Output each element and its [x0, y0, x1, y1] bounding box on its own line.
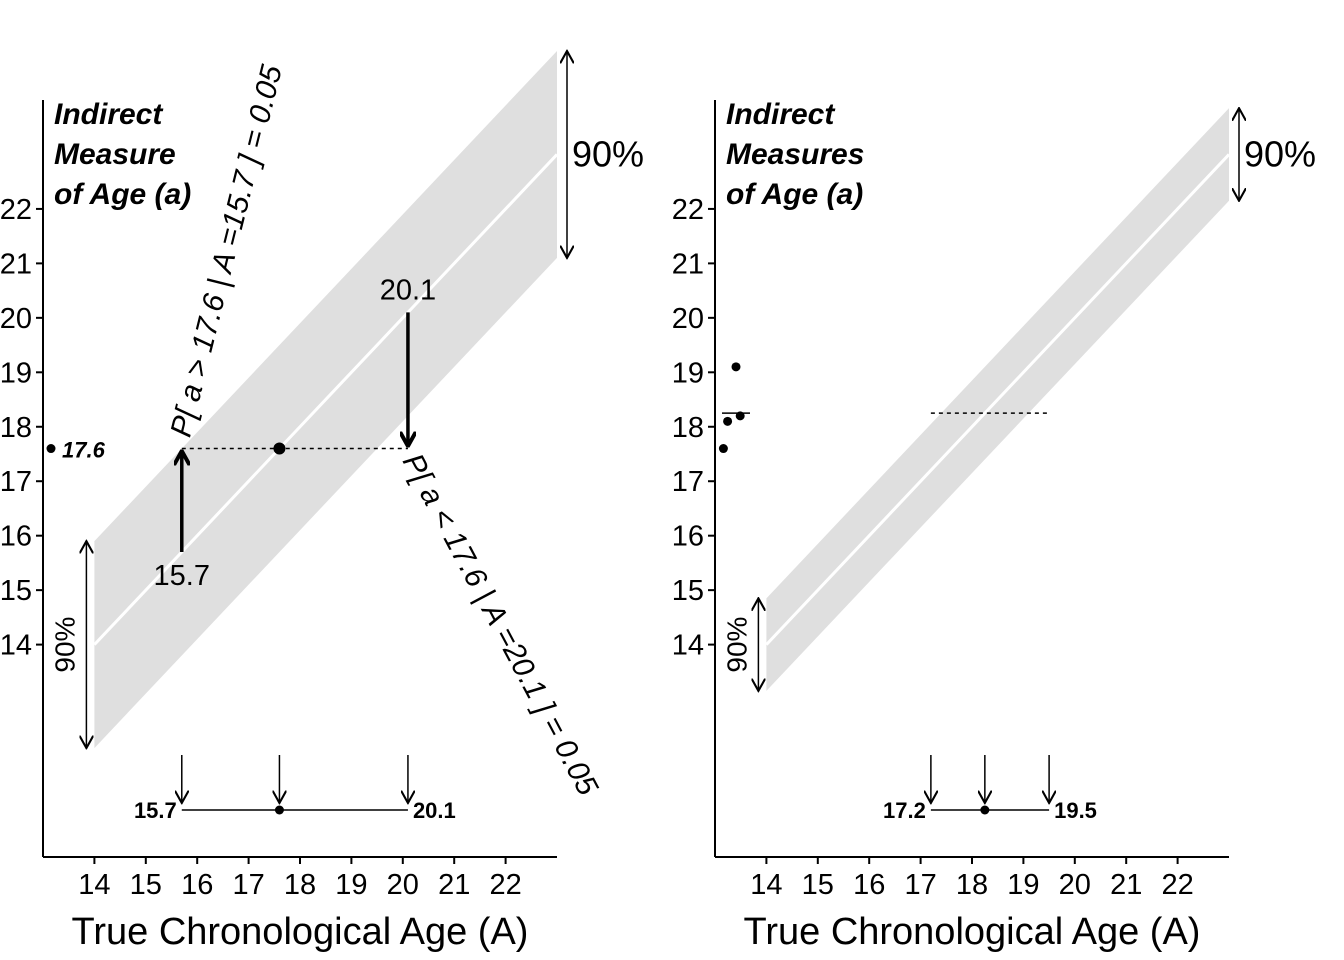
x-tick-label: 20 — [1059, 869, 1091, 901]
y-tick-label: 16 — [672, 521, 704, 553]
y-tick-label: 21 — [672, 248, 704, 280]
x-tick-label: 22 — [1161, 869, 1193, 901]
y-tick-label: 21 — [0, 248, 32, 280]
point-estimate-marker — [273, 442, 286, 455]
y-tick-label: 20 — [672, 303, 704, 335]
y-tick-label: 16 — [0, 521, 32, 553]
panel-right: 14 15 16 17 18 19 20 21 22 14 15 16 17 18 19 20 21 22 In… — [672, 98, 1316, 953]
upper-bound-label: 20.1 — [380, 274, 436, 306]
interval-high-label: 19.5 — [1054, 798, 1097, 823]
y-tick-label: 18 — [0, 412, 32, 444]
y-ticks: 14 15 16 17 18 19 20 21 22 — [0, 194, 43, 662]
fit-line — [93, 153, 559, 646]
x-tick-label: 21 — [438, 869, 470, 901]
observed-measure-point — [46, 444, 56, 454]
interval-high-label: 20.1 — [413, 798, 456, 823]
y-ticks: 14 15 16 17 18 19 20 21 22 — [672, 194, 715, 662]
band-width-label-right: 90% — [572, 133, 644, 174]
x-tick-label: 15 — [802, 869, 834, 901]
y-tick-label: 17 — [0, 466, 32, 498]
observed-measure-point — [731, 362, 741, 372]
y-axis-title-line-3: of Age (a) — [54, 178, 191, 211]
x-tick-label: 18 — [956, 869, 988, 901]
y-axis-title-line-2: Measure — [54, 138, 176, 171]
y-axis-title-line-3: of Age (a) — [726, 178, 863, 211]
panel-left: 14 15 16 17 18 19 20 21 22 14 15 16 17 18 19 20 21 22 In… — [0, 51, 644, 953]
x-ticks: 14 15 16 17 18 19 20 21 22 — [78, 857, 522, 901]
x-tick-label: 14 — [78, 869, 110, 901]
x-tick-label: 15 — [130, 869, 162, 901]
band-width-label-left: 90% — [721, 617, 752, 673]
y-tick-label: 19 — [672, 357, 704, 389]
x-tick-label: 22 — [489, 869, 521, 901]
x-axis-title: True Chronological Age (A) — [72, 911, 529, 953]
y-tick-label: 14 — [0, 630, 32, 662]
y-tick-label: 18 — [672, 412, 704, 444]
y-tick-label: 14 — [672, 630, 704, 662]
x-tick-label: 16 — [853, 869, 885, 901]
y-tick-label: 20 — [0, 303, 32, 335]
y-tick-label: 15 — [672, 575, 704, 607]
y-tick-label: 19 — [0, 357, 32, 389]
y-axis-title-line-2: Measures — [726, 138, 864, 171]
x-axis-title: True Chronological Age (A) — [744, 911, 1201, 953]
x-ticks: 14 15 16 17 18 19 20 21 22 — [750, 857, 1194, 901]
observed-measure-label: 17.6 — [62, 438, 106, 463]
confidence-interval: 17.2 19.5 — [883, 755, 1097, 823]
x-tick-label: 19 — [335, 869, 367, 901]
y-axis-title-line-1: Indirect — [54, 98, 164, 131]
y-tick-label: 15 — [0, 575, 32, 607]
x-tick-label: 20 — [387, 869, 419, 901]
band-width-label-left: 90% — [49, 617, 80, 673]
x-tick-label: 14 — [750, 869, 782, 901]
observed-measure-point — [723, 416, 733, 426]
interval-low-label: 15.7 — [134, 798, 177, 823]
confidence-interval: 15.7 20.1 — [134, 755, 456, 823]
y-tick-label: 17 — [672, 466, 704, 498]
y-axis-title-line-1: Indirect — [726, 98, 836, 131]
lower-bound-label: 15.7 — [154, 560, 210, 592]
interval-point-estimate — [274, 805, 284, 815]
observed-measure-point — [718, 444, 728, 454]
y-tick-label: 22 — [672, 194, 704, 226]
interval-point-estimate — [980, 805, 990, 815]
x-tick-label: 21 — [1110, 869, 1142, 901]
band-width-label-right: 90% — [1244, 133, 1316, 174]
x-tick-label: 19 — [1007, 869, 1039, 901]
lower-tail-probability-annotation: P[ a < 17.6 | A =20.1 ] = 0.05 — [396, 448, 604, 801]
interval-low-label: 17.2 — [883, 798, 926, 823]
observed-measures — [718, 362, 745, 454]
y-tick-label: 22 — [0, 194, 32, 226]
x-tick-label: 16 — [181, 869, 213, 901]
fit-line — [765, 153, 1231, 646]
x-tick-label: 17 — [232, 869, 264, 901]
x-tick-label: 17 — [904, 869, 936, 901]
x-tick-label: 18 — [284, 869, 316, 901]
